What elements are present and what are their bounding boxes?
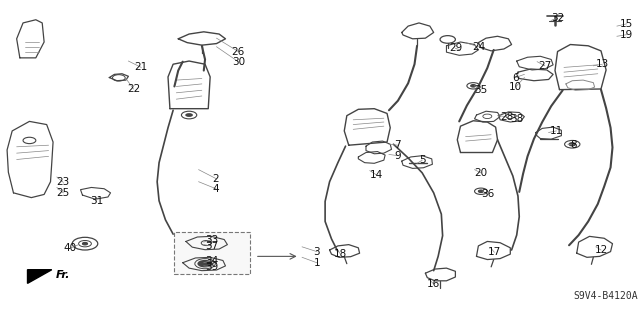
Text: 23: 23 <box>57 177 70 187</box>
Text: 20: 20 <box>474 168 488 178</box>
Text: S9V4-B4120A: S9V4-B4120A <box>573 291 638 301</box>
Text: 10: 10 <box>509 82 522 92</box>
Text: 40: 40 <box>63 243 76 253</box>
Text: 12: 12 <box>595 245 607 255</box>
Polygon shape <box>28 270 52 283</box>
Text: 27: 27 <box>538 61 552 71</box>
Text: 3: 3 <box>314 247 320 256</box>
Circle shape <box>197 260 212 268</box>
Text: 34: 34 <box>205 256 218 265</box>
Text: 32: 32 <box>551 13 564 23</box>
Text: 1: 1 <box>314 258 320 268</box>
Text: 24: 24 <box>472 42 485 52</box>
Text: 7: 7 <box>395 140 401 150</box>
Text: 39: 39 <box>205 262 218 272</box>
Circle shape <box>478 190 483 193</box>
Text: 14: 14 <box>369 170 383 180</box>
Text: 38: 38 <box>510 114 524 124</box>
Bar <box>174 232 250 274</box>
Text: 31: 31 <box>90 197 103 206</box>
Circle shape <box>83 242 88 245</box>
Text: 21: 21 <box>134 63 148 72</box>
Text: 19: 19 <box>620 30 633 40</box>
Text: 35: 35 <box>474 85 488 95</box>
Circle shape <box>185 113 193 117</box>
Text: 25: 25 <box>57 188 70 198</box>
Text: 13: 13 <box>596 59 609 69</box>
Text: 9: 9 <box>395 151 401 161</box>
Text: 5: 5 <box>419 155 426 165</box>
Text: 37: 37 <box>205 241 218 251</box>
Text: 28: 28 <box>500 112 513 122</box>
Text: 15: 15 <box>620 19 633 29</box>
Text: 8: 8 <box>570 140 577 150</box>
Text: 36: 36 <box>481 189 495 199</box>
Circle shape <box>569 143 575 146</box>
Text: 18: 18 <box>334 249 347 259</box>
Text: Fr.: Fr. <box>56 270 71 280</box>
Text: 16: 16 <box>427 279 440 289</box>
Text: 29: 29 <box>449 43 462 53</box>
Text: 26: 26 <box>232 47 245 56</box>
Text: 11: 11 <box>550 126 563 136</box>
Circle shape <box>470 85 476 87</box>
Text: 22: 22 <box>127 84 140 94</box>
Text: 33: 33 <box>205 234 218 245</box>
Text: 6: 6 <box>512 72 519 83</box>
Text: 30: 30 <box>232 57 245 67</box>
Text: 4: 4 <box>212 184 220 194</box>
Text: 17: 17 <box>488 247 501 257</box>
Text: 2: 2 <box>212 174 220 183</box>
